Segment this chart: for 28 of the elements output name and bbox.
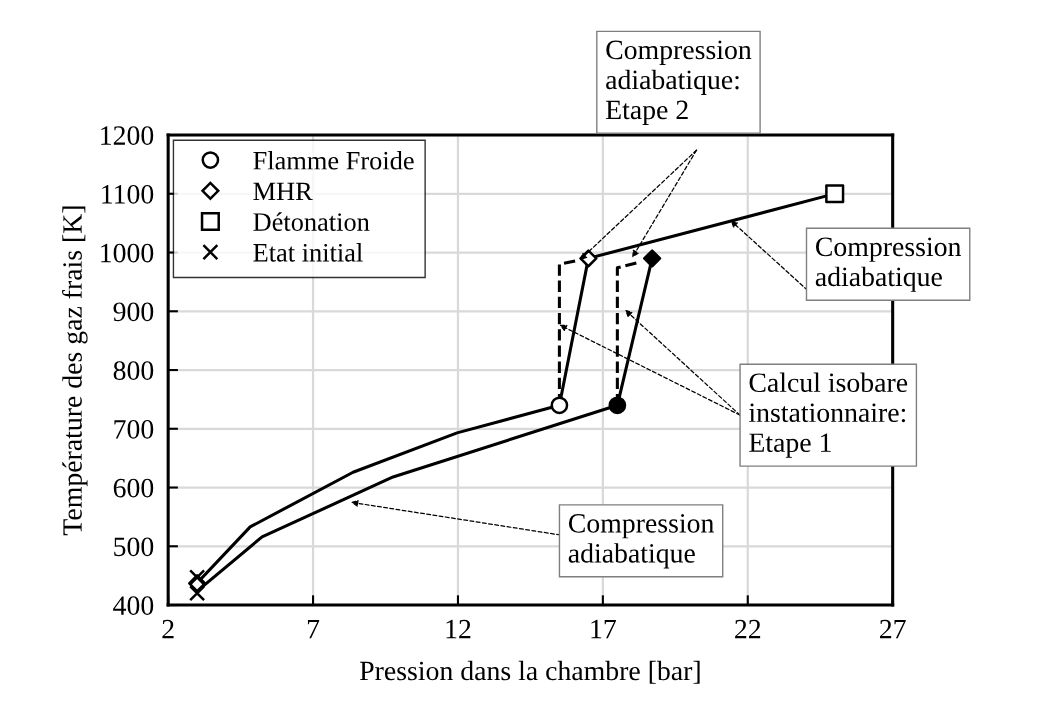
legend-label: MHR <box>253 182 313 201</box>
y-tick-label: 700 <box>114 419 154 439</box>
annotation: Compression adiabatique <box>568 514 714 569</box>
y-tick-label: 500 <box>114 537 154 557</box>
point <box>188 585 206 602</box>
x-tick-label: 22 <box>735 619 761 639</box>
y-tick-label: 1200 <box>101 126 154 145</box>
y-tick-label: 600 <box>113 478 154 498</box>
x-tick-label: 7 <box>307 620 320 639</box>
x-tick-label: 27 <box>880 619 906 639</box>
point <box>825 184 845 204</box>
point <box>188 569 206 586</box>
annotation: Calcul isobare instationnaire: Etape 1 <box>748 372 908 458</box>
y-tick-label: 800 <box>113 361 154 380</box>
annotation: Compression adiabatique: Etape 2 <box>605 40 752 125</box>
legend-label: Détonation <box>253 212 370 231</box>
y-tick-label: 900 <box>113 302 154 322</box>
y-tick-label: 400 <box>113 596 154 615</box>
x-axis-title: Pression dans la chambre [bar] <box>359 660 700 684</box>
y-tick-label: 1100 <box>102 184 154 204</box>
y-tick-label: 1000 <box>101 243 154 263</box>
x-tick-label: 17 <box>591 619 616 639</box>
legend-label: Etat initial <box>253 243 363 262</box>
annotation: Compression adiabatique <box>815 237 962 292</box>
x-tick-label: 12 <box>446 619 471 639</box>
y-axis-title: Température des gaz frais [K] <box>62 206 88 536</box>
legend-label: Flamme Froide <box>253 151 414 170</box>
x-tick-label: 2 <box>162 619 174 639</box>
